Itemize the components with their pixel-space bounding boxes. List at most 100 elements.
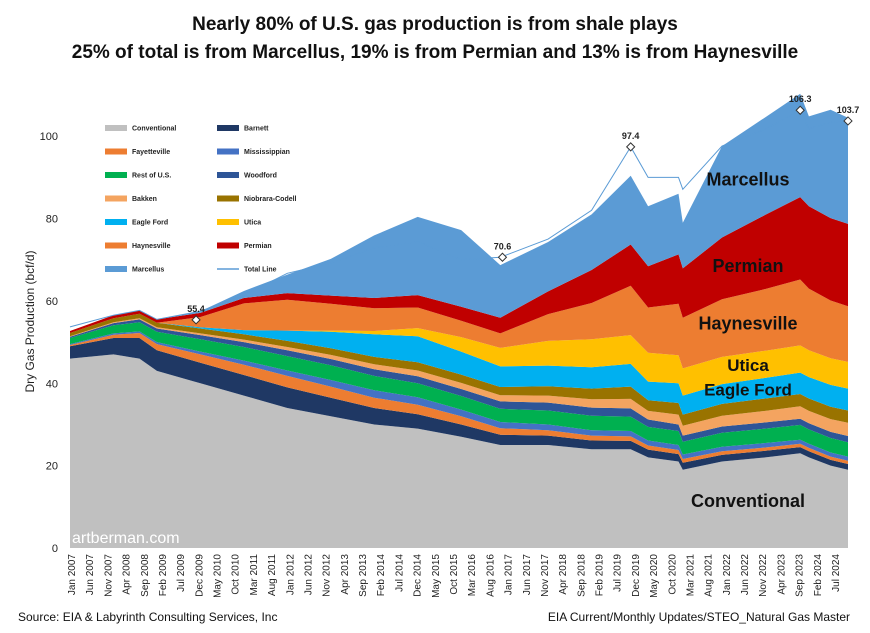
chart-title: Nearly 80% of U.S. gas production is fro… [192,14,678,35]
x-tick-label: Aug 2011 [267,554,278,597]
legend-swatch [217,242,239,249]
legend-swatch [105,195,127,202]
legend-swatch [217,148,239,155]
file-note: EIA Current/Monthly Updates/STEO_Natural… [547,610,850,624]
chart-subtitle: 25% of total is from Marcellus, 19% is f… [71,42,799,63]
segment-label: Eagle Ford [704,381,792,400]
legend-swatch [105,219,127,225]
x-tick-label: Nov 2022 [758,554,769,597]
x-tick-label: Jun 2007 [85,554,96,596]
area-conventional [70,354,848,548]
callout-label: 70.6 [494,241,512,251]
legend-label: Total Line [244,267,277,274]
x-tick-label: Jun 2017 [522,554,533,596]
y-tick-label: 80 [46,214,58,226]
segment-label: Marcellus [707,170,790,190]
legend-label: Niobrara-Codell [244,196,297,203]
y-axis: 0 20 40 60 80 100 [40,131,58,555]
x-tick-label: Feb 2014 [376,554,387,597]
x-tick-label: Oct 2020 [667,554,678,595]
legend-label: Marcellus [132,267,164,274]
x-tick-label: Jan 2012 [285,554,296,596]
x-tick-label: Dec 2009 [194,554,205,597]
watermark: artberman.com [72,530,180,547]
callout-label: 106.3 [789,94,812,104]
area-barnett [70,338,848,470]
x-tick-label: Feb 2024 [813,554,824,597]
legend-label: Haynesville [132,243,171,250]
x-tick-label: Nov 2017 [540,554,551,597]
x-tick-label: Sep 2013 [358,554,369,597]
area-niobrara-codell [70,313,848,426]
callout-marker [843,116,853,126]
legend-swatch [105,125,127,131]
callout-label: 97.4 [622,131,640,141]
callout-marker [191,315,201,325]
x-tick-label: Aug 2016 [485,554,496,597]
segment-label: Haynesville [699,314,798,334]
legend-swatch [105,266,127,272]
x-tick-label: Apr 2018 [558,554,569,595]
area-utica [70,313,848,396]
x-tick-label: May 2010 [213,554,224,598]
legend-swatch [105,172,127,178]
source-note: Source: EIA & Labyrinth Consulting Servi… [18,610,278,624]
area-permian [70,197,848,334]
y-tick-label: 40 [46,378,58,390]
x-tick-label: Feb 2019 [595,554,606,597]
y-tick-label: 0 [52,543,58,555]
x-tick-label: Mar 2021 [686,554,697,597]
legend-label: Permian [244,243,272,250]
legend-label: Woodford [244,173,277,180]
x-tick-label: May 2015 [431,554,442,598]
legend-label: Mississippian [244,149,290,156]
x-tick-label: Jun 2022 [740,554,751,596]
area-haynesville [70,279,848,369]
legend-label: Bakken [132,196,157,203]
x-tick-label: Apr 2023 [776,554,787,595]
x-tick-label: Nov 2012 [322,554,333,597]
legend-label: Eagle Ford [132,220,168,227]
area-layers [70,93,848,548]
callout-marker [625,142,636,152]
legend-swatch [105,242,127,249]
legend: Conventional Barnett Fayetteville Mississip… [105,125,297,274]
x-tick-label: Jul 2024 [831,554,842,592]
segment-label: Conventional [691,491,805,511]
legend-label: Conventional [132,126,176,133]
x-tick-label: Apr 2008 [122,554,133,595]
x-tick-label: Jul 2019 [613,554,624,592]
x-tick-label: Oct 2015 [449,554,460,595]
total-line [69,109,849,328]
legend-label: Utica [244,220,261,227]
y-tick-label: 60 [46,296,58,308]
x-tick-label: Sep 2023 [795,554,806,597]
x-tick-label: Jun 2012 [304,554,315,596]
segment-label: Permian [713,256,784,276]
callouts: 55.4 70.6 97.4 106.3 103.7 [187,94,859,325]
x-axis: Jan 2007 Jun 2007 Nov 2007 Apr 2008 Sep 2008… [67,554,842,598]
legend-label: Rest of U.S. [132,173,171,180]
x-tick-label: Feb 2009 [158,554,169,597]
x-tick-label: Oct 2010 [231,554,242,595]
callout-marker [795,105,805,115]
y-tick-label: 100 [40,131,58,143]
x-tick-label: Apr 2013 [340,554,351,595]
x-tick-label: Sep 2018 [576,554,587,597]
x-tick-label: Sep 2008 [140,554,151,597]
legend-label: Barnett [244,126,269,133]
area-woodford [70,319,848,443]
x-tick-label: Jan 2007 [67,554,78,596]
legend-label: Fayetteville [132,149,170,156]
legend-swatch [217,219,239,225]
legend-swatch [217,195,239,202]
area-marcellus [70,93,848,331]
x-tick-label: May 2020 [649,554,660,598]
x-tick-label: Mar 2011 [249,554,260,596]
x-tick-label: Jan 2017 [504,554,515,596]
segment-label: Utica [727,356,769,375]
callout-marker [497,252,508,262]
x-tick-label: Dec 2014 [413,554,424,597]
x-tick-label: Jul 2014 [394,554,405,592]
legend-swatch [105,148,127,155]
